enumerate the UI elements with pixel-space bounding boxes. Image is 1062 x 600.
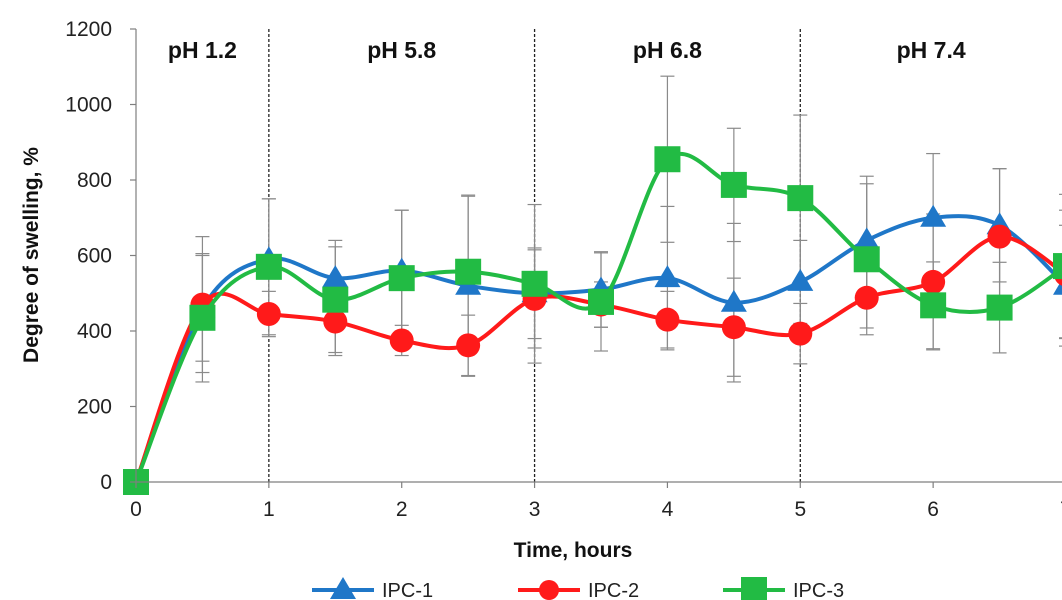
data-point (322, 286, 349, 313)
data-point (987, 224, 1012, 249)
data-point (323, 309, 348, 334)
data-point (921, 269, 946, 294)
y-tick-label: 1200 (65, 18, 112, 41)
x-tick-label: 0 (130, 498, 142, 521)
region-label: pH 7.4 (897, 37, 966, 63)
series-ipc-3 (123, 146, 1062, 495)
y-axis: 0 200 400 600 800 1000 1200 (65, 18, 137, 494)
y-tick-label: 800 (77, 169, 112, 192)
legend-marker (741, 577, 767, 600)
legend-label: IPC-3 (793, 580, 844, 600)
legend-item-ipc-2: IPC-2 (518, 580, 639, 600)
data-point (256, 302, 281, 327)
y-tick-label: 400 (77, 320, 112, 343)
data-point (1053, 253, 1062, 280)
data-point (788, 321, 813, 346)
error-bars-ipc-1 (195, 152, 1062, 383)
y-axis-title: Degree of swelling, % (20, 147, 43, 363)
data-point (853, 227, 880, 250)
x-tick-label: 6 (927, 498, 939, 521)
y-tick-label: 200 (77, 396, 112, 419)
data-point (189, 304, 216, 331)
legend: IPC-1 IPC-2 IPC-3 (312, 577, 844, 600)
data-point (920, 292, 947, 319)
x-axis: 0 1 2 3 4 5 6 7 (130, 481, 1062, 521)
data-point (389, 328, 414, 353)
legend-marker (330, 577, 356, 599)
data-point (588, 288, 614, 315)
x-tick-label: 2 (396, 498, 408, 521)
data-point (655, 307, 680, 332)
data-point (456, 333, 481, 358)
data-point (720, 289, 747, 312)
data-point (787, 268, 814, 291)
data-point (986, 294, 1013, 321)
y-tick-label: 0 (100, 471, 112, 494)
y-tick-label: 600 (77, 245, 112, 268)
data-point (787, 185, 814, 212)
x-axis-title: Time, hours (514, 539, 633, 562)
data-point (920, 204, 947, 227)
legend-label: IPC-2 (588, 580, 639, 600)
error-bars-ipc-3 (195, 75, 1062, 383)
legend-item-ipc-1: IPC-1 (312, 577, 433, 600)
data-point (720, 171, 747, 198)
x-tick-label: 4 (662, 498, 674, 521)
data-point (721, 315, 746, 340)
y-tick-label: 1000 (65, 94, 112, 117)
data-point (388, 265, 415, 292)
data-point (455, 258, 482, 285)
x-tick-label: 7 (1060, 498, 1062, 521)
plot-area: pH 1.2 pH 5.8 pH 6.8 pH 7.4 (123, 29, 1062, 495)
x-tick-label: 5 (794, 498, 806, 521)
data-point (654, 146, 681, 173)
data-point (654, 265, 681, 288)
series-ipc-1 (123, 204, 1062, 491)
data-point (853, 246, 880, 273)
legend-label: IPC-1 (382, 580, 433, 600)
region-label: pH 6.8 (633, 37, 702, 63)
region-label: pH 1.2 (168, 37, 237, 63)
data-point (854, 285, 879, 310)
data-point (521, 270, 548, 297)
data-point (322, 265, 349, 288)
region-label: pH 5.8 (367, 37, 436, 63)
x-tick-label: 3 (529, 498, 541, 521)
data-point (1053, 279, 1062, 295)
x-tick-label: 1 (263, 498, 275, 521)
legend-item-ipc-3: IPC-3 (723, 577, 844, 600)
data-point (255, 253, 282, 280)
legend-marker (539, 580, 559, 600)
